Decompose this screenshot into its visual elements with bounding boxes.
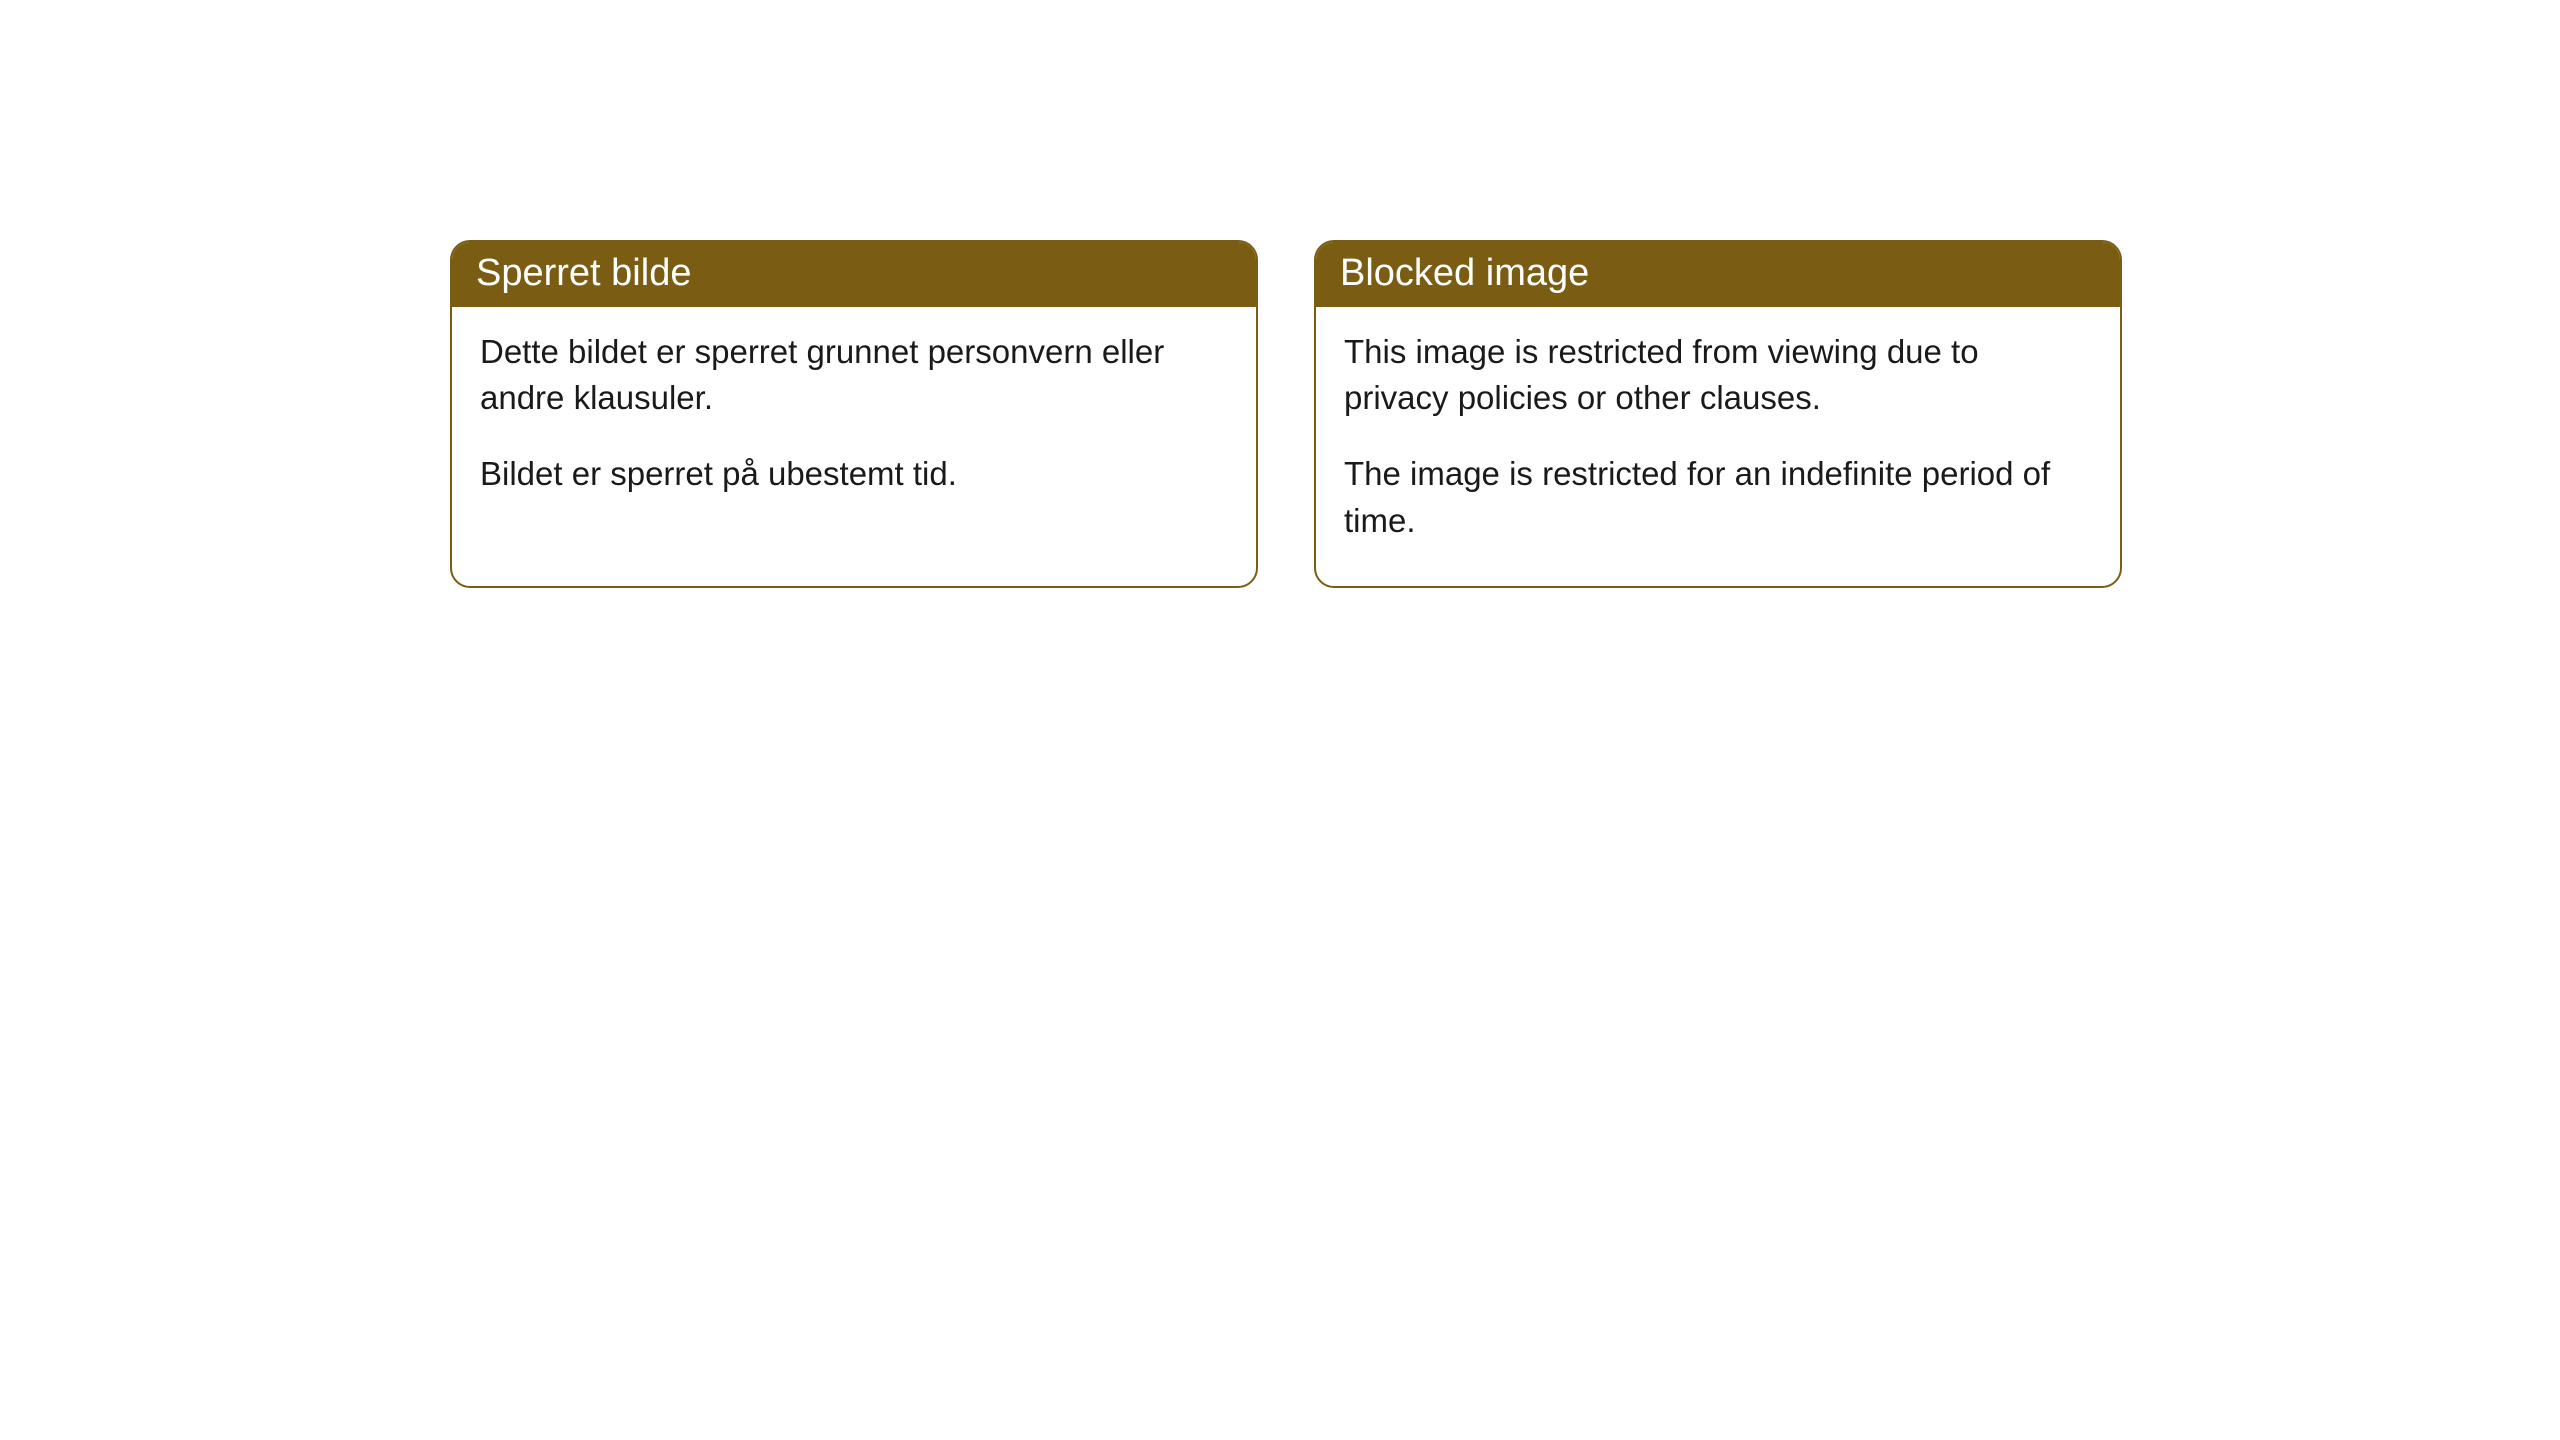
card-body-norwegian: Dette bildet er sperret grunnet personve… [452, 307, 1256, 540]
card-paragraph-1-norwegian: Dette bildet er sperret grunnet personve… [480, 329, 1228, 421]
notice-cards-container: Sperret bilde Dette bildet er sperret gr… [450, 240, 2122, 588]
card-header-norwegian: Sperret bilde [452, 242, 1256, 307]
blocked-image-card-norwegian: Sperret bilde Dette bildet er sperret gr… [450, 240, 1258, 588]
blocked-image-card-english: Blocked image This image is restricted f… [1314, 240, 2122, 588]
card-paragraph-2-norwegian: Bildet er sperret på ubestemt tid. [480, 451, 1228, 497]
card-body-english: This image is restricted from viewing du… [1316, 307, 2120, 586]
card-header-english: Blocked image [1316, 242, 2120, 307]
card-paragraph-1-english: This image is restricted from viewing du… [1344, 329, 2092, 421]
card-paragraph-2-english: The image is restricted for an indefinit… [1344, 451, 2092, 543]
